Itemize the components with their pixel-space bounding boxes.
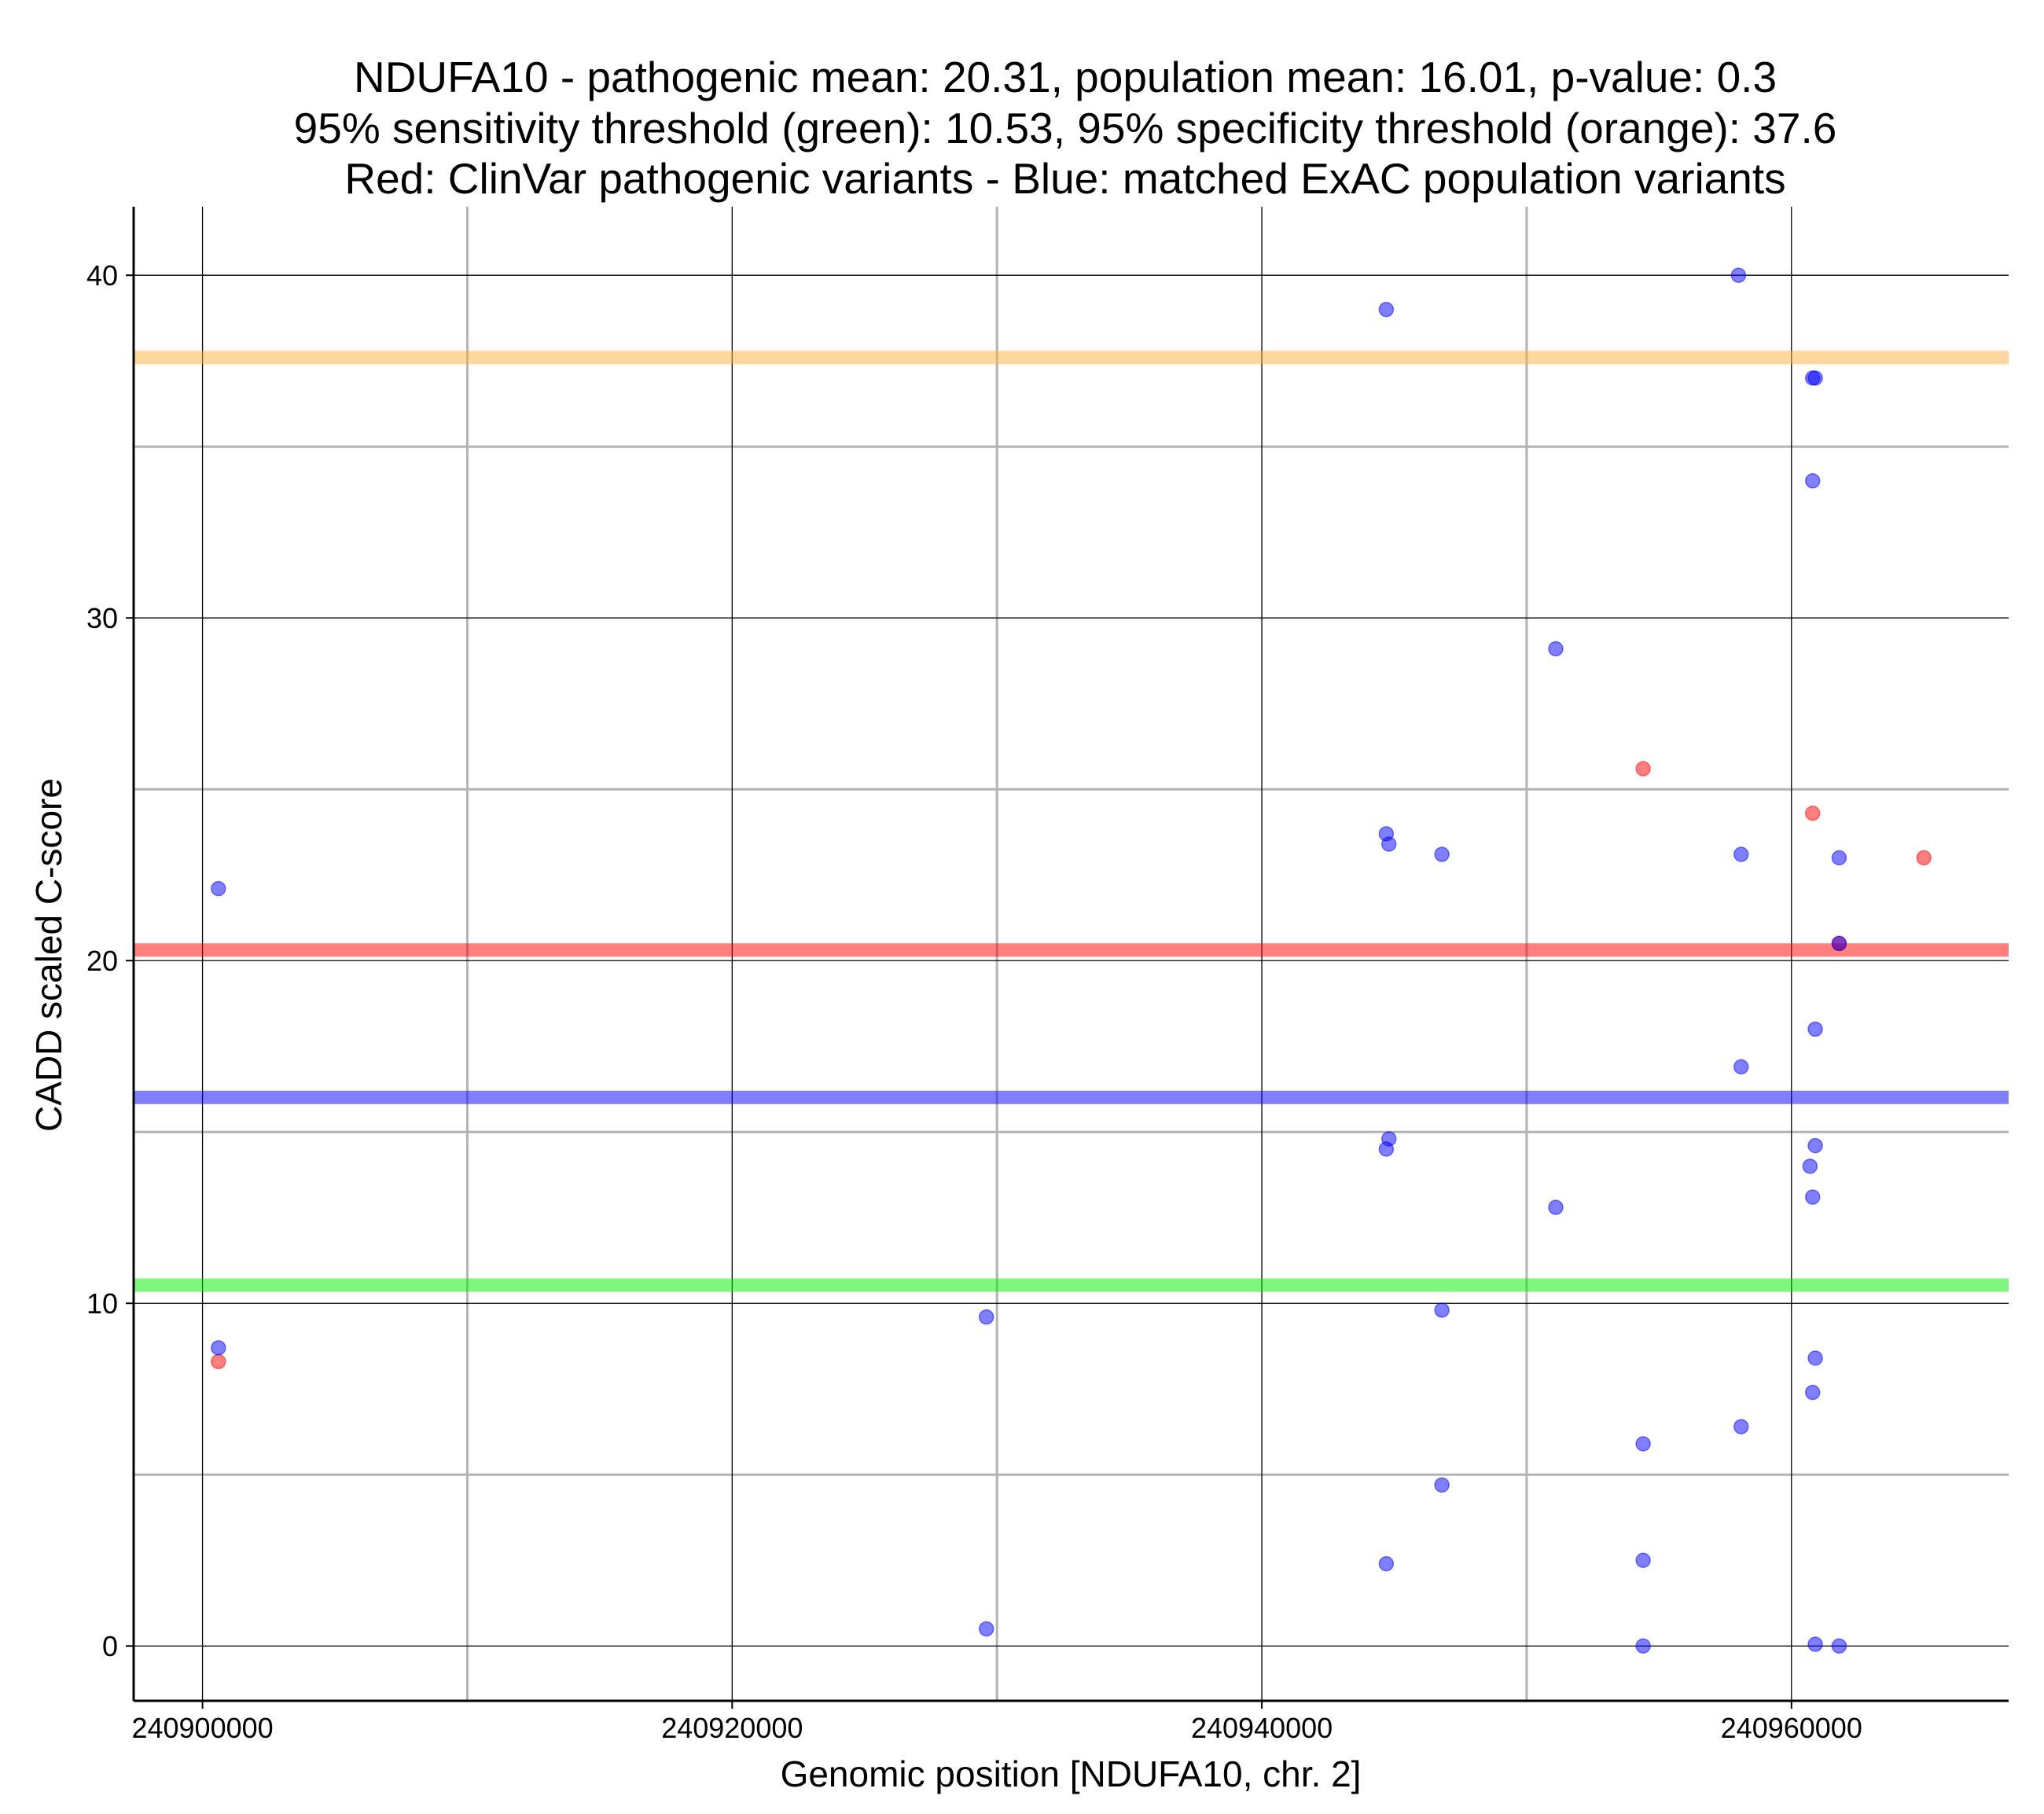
y-tick-label: 30 [86,602,118,634]
x-tick-label: 240960000 [1721,1712,1862,1744]
title-line-3: Red: ClinVar pathogenic variants - Blue:… [344,154,1785,203]
population-point [978,1309,994,1325]
population-point [1733,1419,1749,1434]
title-line-2: 95% sensitivity threshold (green): 10.53… [294,104,1837,152]
population-point [1804,1384,1821,1401]
population-point [1831,1638,1847,1654]
population-point [1635,1552,1651,1568]
title-line-1: NDUFA10 - pathogenic mean: 20.31, popula… [354,53,1777,101]
population-point [1733,846,1749,862]
pathogenic-point [1804,805,1821,821]
population-point [1378,1141,1395,1157]
y-tick-labels: 0 10 20 30 40 [86,259,134,1662]
data-points [211,267,1932,1654]
population-point [1807,1350,1823,1366]
grid-lines [134,207,2009,1701]
x-tick-label: 240900000 [131,1712,273,1744]
population-point [1434,846,1450,862]
population-point [1434,1302,1450,1318]
population-point [211,880,226,897]
population-point [1831,935,1847,952]
pathogenic-point [1635,761,1651,777]
y-axis-title: CADD scaled C-score [28,778,69,1132]
y-tick-label: 10 [86,1287,118,1320]
population-point [1378,1555,1395,1572]
population-point [1635,1638,1651,1654]
population-point [1802,1159,1818,1174]
population-point [211,1340,226,1356]
population-point [1380,836,1397,852]
population-point [1804,1189,1821,1205]
population-point [978,1621,994,1637]
population-point [1807,1021,1823,1037]
x-tick-label: 240940000 [1191,1712,1333,1744]
population-point [1807,1636,1823,1652]
population-point [1807,1137,1823,1154]
pathogenic-point [1916,850,1932,866]
reference-lines [134,351,2009,1292]
y-tick-label: 20 [86,945,118,977]
x-tick-labels: 240900000 240920000 240940000 240960000 [131,1701,1862,1744]
population-point [1831,850,1847,866]
population-point [1548,641,1564,657]
population-point [1548,1199,1564,1215]
axes [132,207,2009,1702]
population-point [1733,1059,1749,1075]
y-tick-label: 0 [102,1630,118,1662]
population-point [1804,473,1821,489]
pathogenic-point [211,1353,226,1370]
population-point [1434,1477,1450,1493]
population-point [1807,370,1823,386]
population-point [1378,302,1395,318]
population-point [1635,1436,1651,1452]
x-axis-title: Genomic position [NDUFA10, chr. 2] [781,1753,1362,1794]
population-point [1730,267,1747,283]
y-tick-label: 40 [86,259,118,292]
chart-title: NDUFA10 - pathogenic mean: 20.31, popula… [294,53,1837,203]
x-tick-label: 240920000 [661,1712,803,1744]
